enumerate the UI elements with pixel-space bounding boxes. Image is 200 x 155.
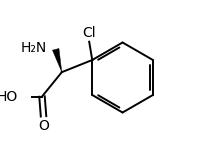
Polygon shape [52, 49, 61, 72]
Text: O: O [38, 119, 49, 133]
Text: Cl: Cl [82, 26, 96, 40]
Text: HO: HO [0, 90, 18, 104]
Text: H₂N: H₂N [20, 41, 46, 55]
